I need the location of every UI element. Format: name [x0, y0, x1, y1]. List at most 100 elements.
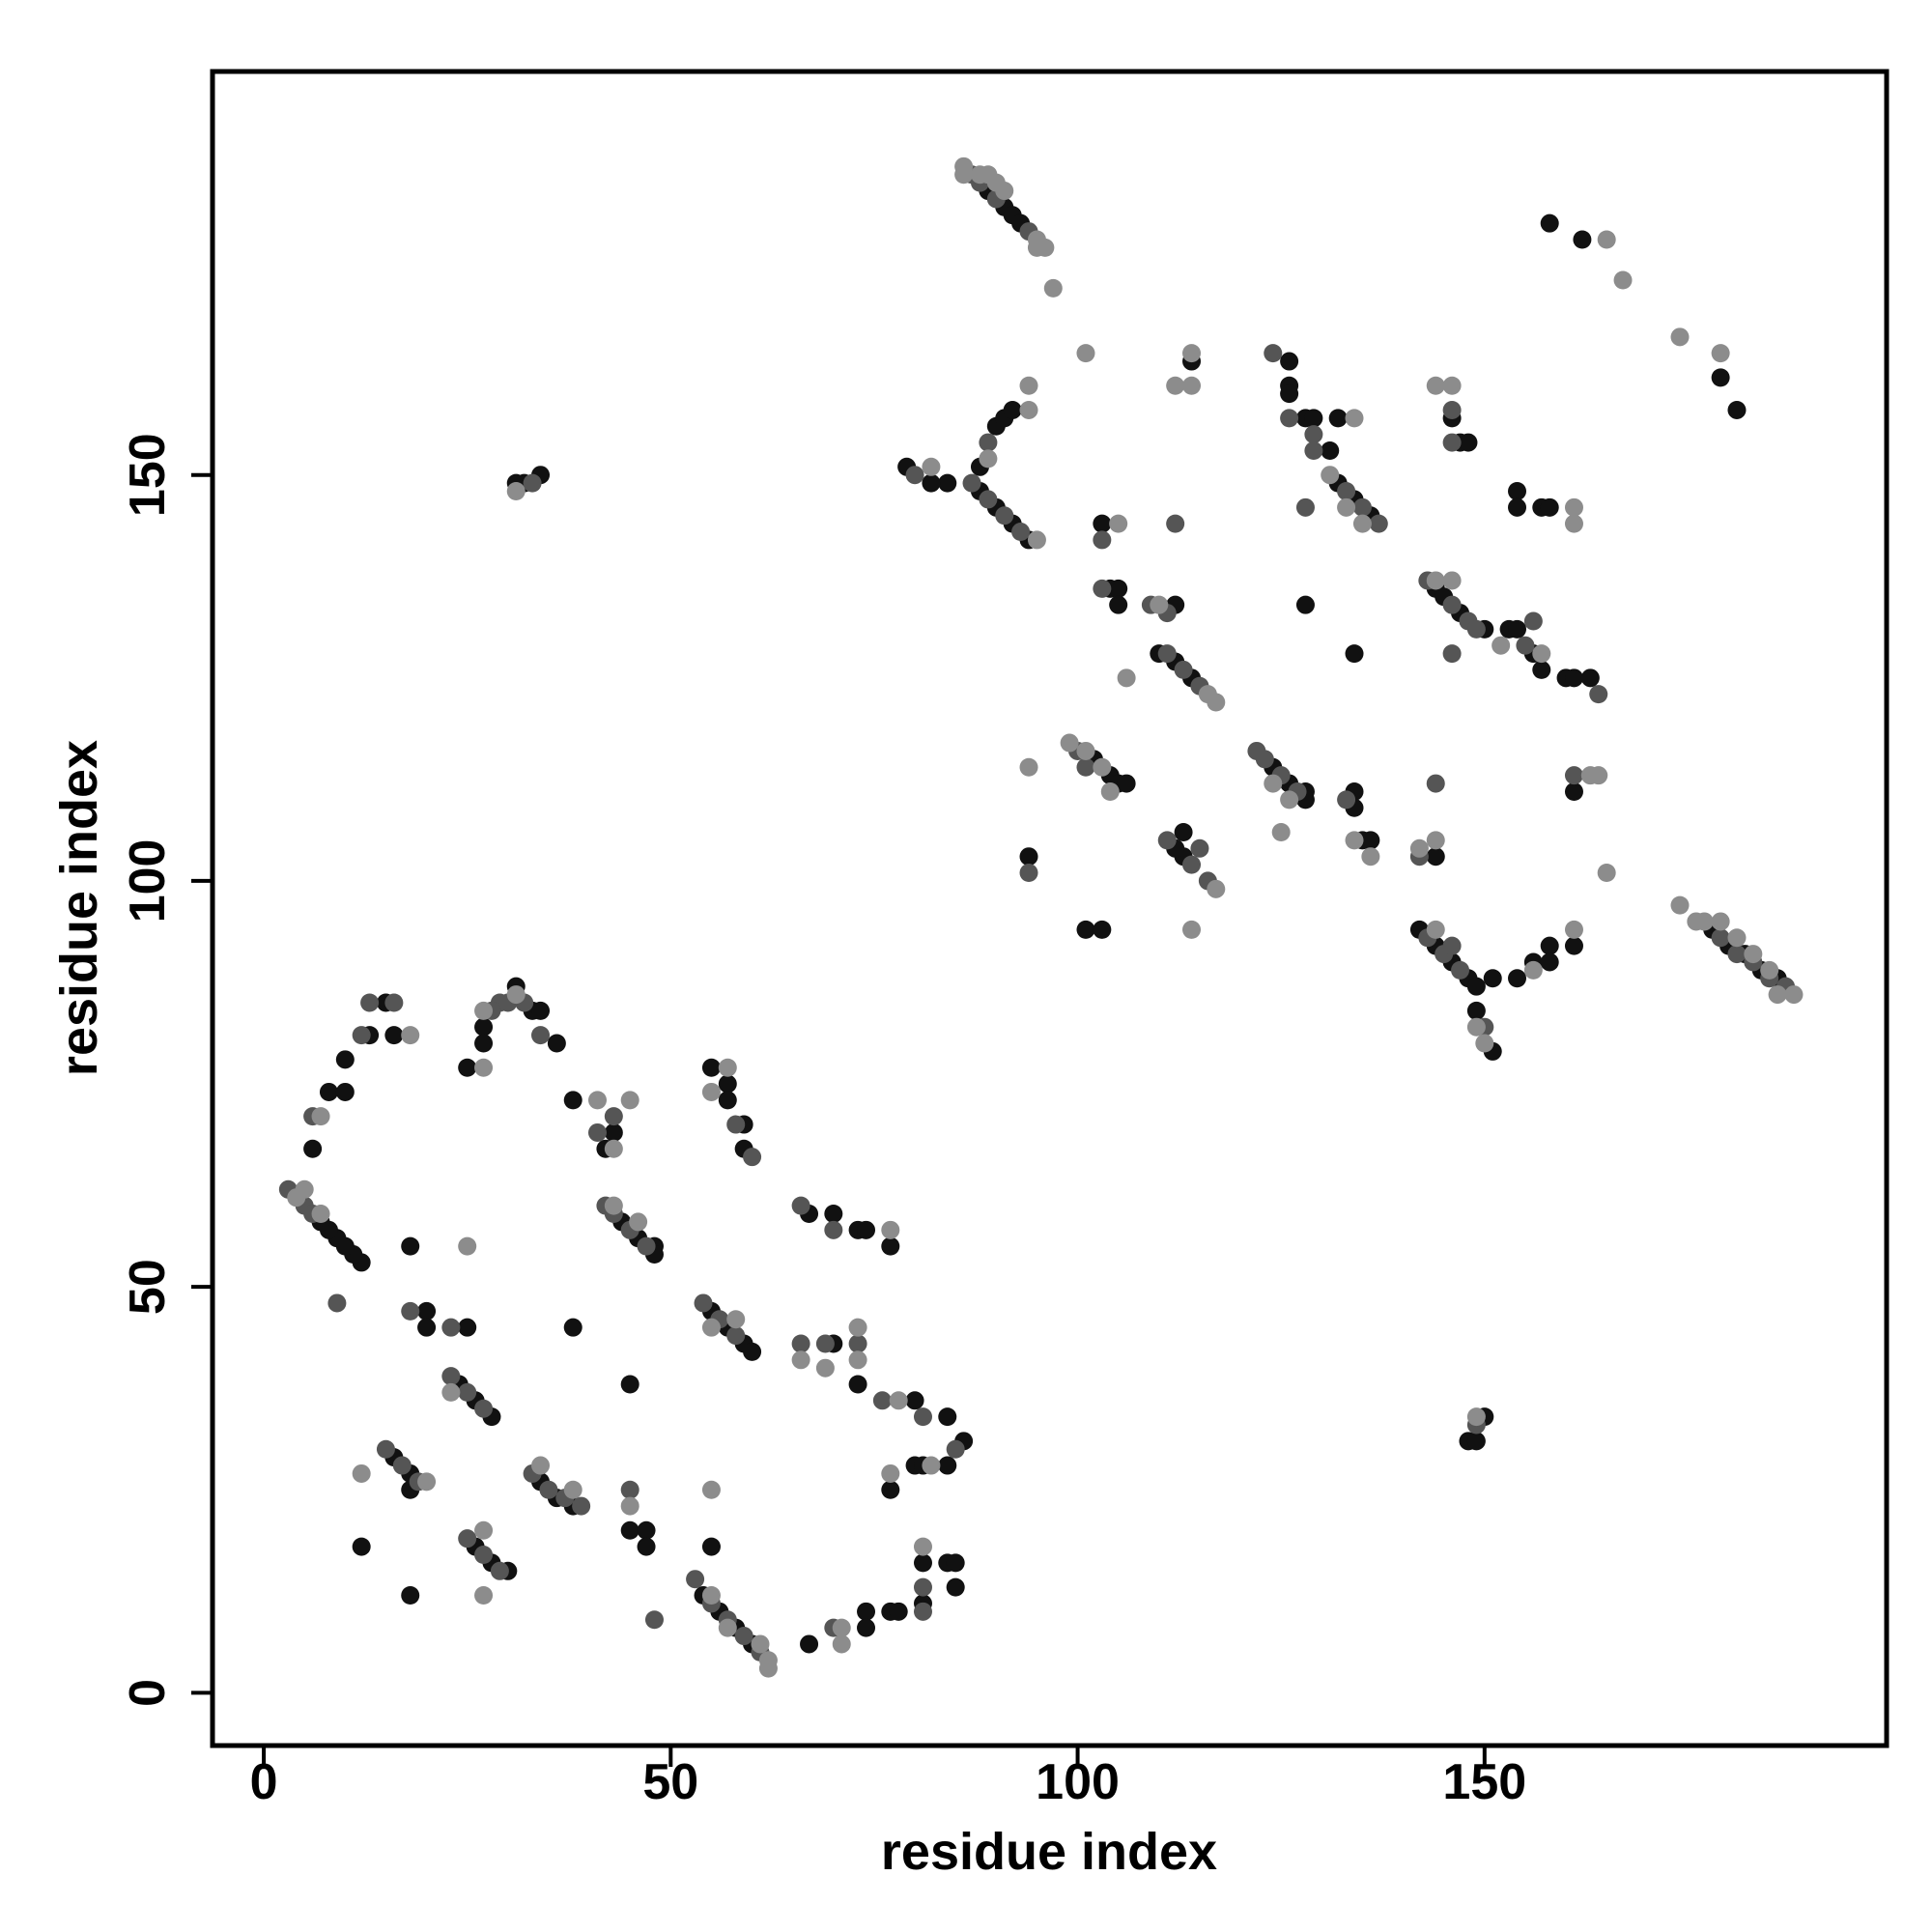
point — [701, 1537, 721, 1556]
point — [1409, 838, 1429, 858]
point — [441, 1318, 461, 1337]
point — [1508, 969, 1527, 988]
point — [474, 1520, 494, 1540]
point — [604, 1139, 623, 1158]
point — [913, 1602, 932, 1621]
point — [1280, 409, 1299, 428]
point — [1426, 571, 1445, 590]
point — [587, 1122, 607, 1142]
point — [1166, 514, 1185, 533]
point — [1150, 595, 1169, 614]
point — [832, 1618, 851, 1637]
point — [1711, 344, 1730, 363]
point — [1093, 514, 1112, 533]
point — [913, 1407, 932, 1427]
point — [1540, 952, 1559, 972]
point — [1182, 344, 1202, 363]
point — [1207, 693, 1226, 712]
y-tick-label: 150 — [120, 433, 176, 517]
point — [1182, 920, 1202, 939]
point — [1727, 400, 1747, 419]
point — [1109, 514, 1128, 533]
point — [718, 1091, 737, 1110]
point — [1597, 230, 1616, 249]
point — [1532, 644, 1551, 664]
point — [1352, 514, 1372, 533]
y-tick-label: 0 — [120, 1679, 176, 1707]
point — [1117, 774, 1136, 793]
point — [889, 1391, 908, 1410]
point — [726, 1310, 746, 1329]
point — [335, 1050, 355, 1069]
point — [938, 1407, 957, 1427]
point — [743, 1148, 762, 1167]
point — [1019, 864, 1038, 883]
point — [1345, 409, 1364, 428]
point — [857, 1602, 876, 1621]
point — [474, 1399, 494, 1418]
point — [1076, 741, 1095, 760]
point — [1304, 440, 1323, 460]
point — [563, 1091, 582, 1110]
point — [1093, 920, 1112, 939]
point — [1564, 766, 1583, 785]
point — [1361, 831, 1380, 850]
point — [1508, 619, 1527, 639]
point — [441, 1382, 461, 1402]
x-tick-label: 50 — [642, 1754, 698, 1810]
point — [815, 1358, 835, 1378]
point — [1166, 376, 1185, 395]
point — [979, 433, 998, 452]
point — [1483, 969, 1502, 988]
point — [474, 1001, 494, 1020]
point — [979, 449, 998, 469]
point — [1369, 514, 1388, 533]
point — [857, 1618, 876, 1637]
point — [547, 1034, 566, 1053]
point — [1352, 497, 1372, 517]
point — [913, 1577, 932, 1597]
y-tick-label: 100 — [120, 839, 176, 923]
point — [1109, 595, 1128, 614]
point — [352, 1463, 371, 1483]
point — [1597, 864, 1616, 883]
point — [352, 1537, 371, 1556]
point — [791, 1334, 810, 1353]
point — [458, 1058, 477, 1077]
point — [1442, 644, 1462, 664]
point — [392, 1456, 412, 1475]
point — [458, 1318, 477, 1337]
point — [1694, 912, 1714, 931]
point — [1573, 230, 1592, 249]
point — [604, 1107, 623, 1126]
point — [824, 1220, 843, 1239]
point — [848, 1350, 867, 1370]
point — [1466, 1407, 1486, 1427]
point — [751, 1634, 770, 1654]
point — [1492, 636, 1511, 655]
point — [905, 466, 924, 485]
point — [1207, 879, 1226, 898]
point — [490, 1561, 509, 1580]
point — [352, 1026, 371, 1045]
point — [458, 1236, 477, 1256]
point — [1744, 945, 1763, 964]
point — [1532, 660, 1551, 679]
point — [563, 1318, 582, 1337]
point — [474, 1034, 494, 1053]
point — [1451, 960, 1470, 980]
point — [620, 1480, 639, 1499]
point — [718, 1058, 737, 1077]
point — [1157, 831, 1177, 850]
point — [1442, 400, 1462, 419]
point — [1466, 1017, 1486, 1037]
point — [1027, 530, 1046, 550]
point — [1345, 644, 1364, 664]
point — [1321, 440, 1340, 460]
x-axis-label: residue index — [881, 1823, 1217, 1881]
point — [620, 1091, 639, 1110]
point — [1093, 579, 1112, 598]
point — [506, 482, 526, 501]
